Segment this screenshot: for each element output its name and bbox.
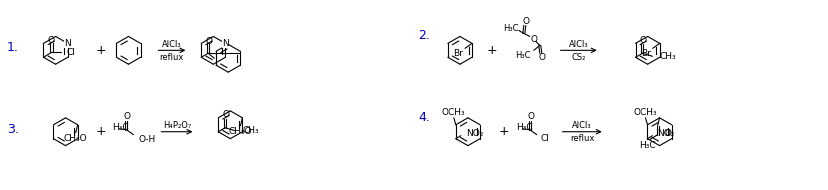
Text: O: O xyxy=(48,36,55,45)
Text: NO₂: NO₂ xyxy=(657,129,674,138)
Text: H₃C: H₃C xyxy=(503,24,518,33)
Text: +: + xyxy=(498,125,508,138)
Text: H₃C: H₃C xyxy=(515,51,530,60)
Text: O: O xyxy=(205,37,213,46)
Text: O: O xyxy=(537,53,545,62)
Text: reflux: reflux xyxy=(570,134,594,143)
Text: Cl: Cl xyxy=(540,134,549,143)
Text: N: N xyxy=(222,39,229,48)
Text: +: + xyxy=(95,44,106,57)
Text: O-H: O-H xyxy=(138,135,156,144)
Text: reflux: reflux xyxy=(160,53,184,62)
Text: H₃C: H₃C xyxy=(515,123,532,132)
Text: AlCl₃: AlCl₃ xyxy=(568,40,588,49)
Text: 1.: 1. xyxy=(7,41,18,54)
Text: CH₃: CH₃ xyxy=(242,126,258,135)
Text: O: O xyxy=(530,35,537,44)
Text: CH₃O: CH₃O xyxy=(64,134,88,143)
Text: OCH₃: OCH₃ xyxy=(633,108,657,117)
Text: O: O xyxy=(223,110,229,119)
Text: +: + xyxy=(95,125,106,138)
Text: AlCl₃: AlCl₃ xyxy=(571,121,591,130)
Text: N: N xyxy=(65,39,71,48)
Text: H₄P₂O₇: H₄P₂O₇ xyxy=(162,121,190,130)
Text: O: O xyxy=(663,129,670,138)
Text: H₃C: H₃C xyxy=(638,141,655,150)
Text: +: + xyxy=(486,44,497,57)
Text: NO₂: NO₂ xyxy=(465,129,483,138)
Text: OCH₃: OCH₃ xyxy=(441,108,465,117)
Text: CH₃O: CH₃O xyxy=(229,127,252,136)
Text: 3.: 3. xyxy=(7,123,18,136)
Text: O: O xyxy=(527,112,534,121)
Text: 2.: 2. xyxy=(417,29,430,42)
Text: H₃C: H₃C xyxy=(113,123,129,132)
Text: O: O xyxy=(124,112,131,121)
Text: Br: Br xyxy=(640,49,650,58)
Text: AlCl₃: AlCl₃ xyxy=(162,40,181,49)
Text: O: O xyxy=(639,36,646,45)
Text: CS₂: CS₂ xyxy=(570,53,585,62)
Text: 4.: 4. xyxy=(417,111,430,124)
Text: Cl: Cl xyxy=(66,48,75,57)
Text: Br: Br xyxy=(453,49,462,58)
Text: CH₃: CH₃ xyxy=(658,52,676,61)
Text: O: O xyxy=(522,17,528,26)
